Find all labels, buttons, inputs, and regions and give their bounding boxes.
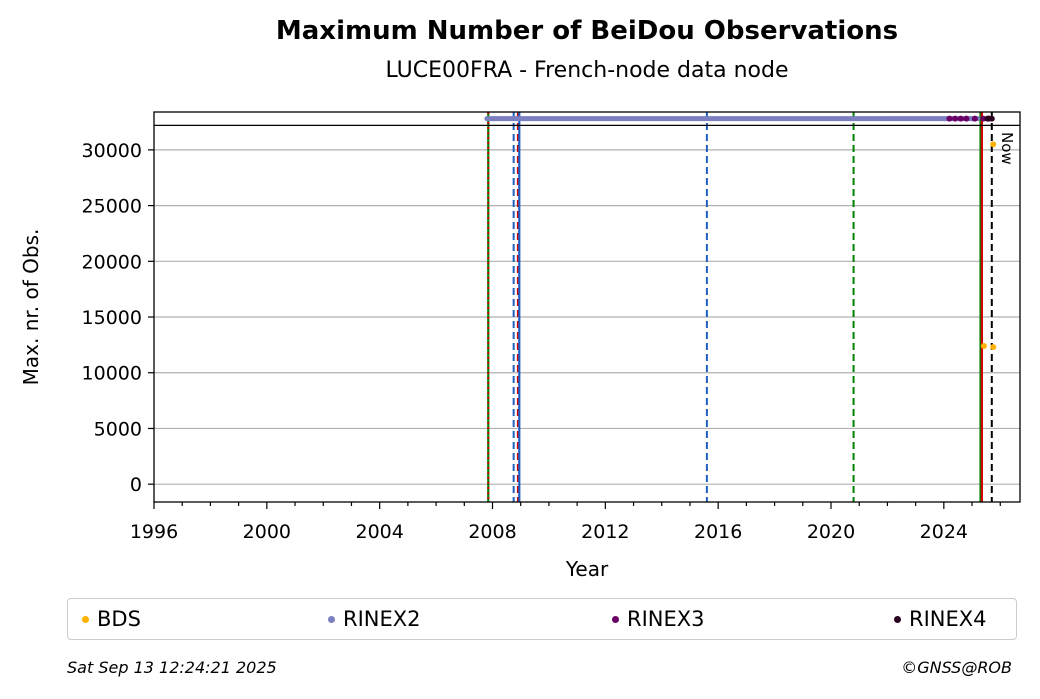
footer-copyright: ©GNSS@ROB	[901, 658, 1012, 677]
now-label: Now	[998, 132, 1016, 165]
legend-item-rinex4: RINEX4	[894, 599, 987, 639]
series-bds-point	[990, 344, 997, 351]
legend-label: BDS	[97, 607, 141, 631]
footer-timestamp: Sat Sep 13 12:24:21 2025	[67, 658, 277, 677]
x-tick-label: 1996	[130, 521, 178, 543]
y-tick-label: 30000	[82, 140, 142, 162]
series-rinex4-point	[984, 115, 991, 122]
x-axis-label: Year	[565, 557, 609, 581]
y-tick-label: 10000	[82, 363, 142, 385]
y-tick-label: 25000	[82, 196, 142, 218]
legend-label: RINEX2	[343, 607, 421, 631]
legend-label: RINEX3	[627, 607, 705, 631]
x-tick-label: 2004	[355, 521, 403, 543]
chart-title: Maximum Number of BeiDou Observations	[275, 16, 899, 46]
legend: BDS RINEX2 RINEX3 RINEX4	[67, 598, 1017, 640]
chart-subtitle: LUCE00FRA - French-node data node	[385, 58, 789, 83]
x-tick-label: 2024	[920, 521, 968, 543]
x-tick-label: 2008	[468, 521, 516, 543]
legend-marker-icon	[612, 615, 619, 623]
y-tick-label: 15000	[82, 307, 142, 329]
y-tick-label: 5000	[94, 418, 142, 440]
x-tick-label: 2012	[581, 521, 629, 543]
legend-item-rinex3: RINEX3	[612, 599, 705, 639]
legend-item-rinex2: RINEX2	[328, 599, 421, 639]
x-tick-label: 2020	[807, 521, 855, 543]
x-tick-label: 2000	[243, 521, 291, 543]
y-tick-label: 20000	[82, 251, 142, 273]
y-tick-label: 0	[130, 474, 142, 496]
plot-frame	[153, 111, 1021, 503]
series-rinex3-point	[946, 115, 953, 122]
series-rinex3-point	[957, 115, 964, 122]
series-rinex4-point	[988, 115, 995, 122]
series-rinex3-point	[952, 115, 959, 122]
legend-marker-icon	[328, 615, 335, 623]
y-axis-label: Max. nr. of Obs.	[19, 229, 43, 386]
series-rinex3-point	[963, 115, 970, 122]
series-bds-point	[980, 343, 987, 349]
series-rinex3-point	[980, 115, 987, 122]
series-bds-point	[990, 141, 997, 148]
legend-marker-icon	[82, 615, 89, 623]
chart-plot: 0 5000 10000 15000 20000 25000 30000 1996 2000 20…	[19, 111, 1021, 581]
x-tick-label: 2016	[694, 521, 742, 543]
series-rinex3-point	[971, 115, 978, 122]
legend-item-bds: BDS	[82, 599, 141, 639]
legend-marker-icon	[894, 615, 901, 623]
legend-label: RINEX4	[909, 607, 987, 631]
